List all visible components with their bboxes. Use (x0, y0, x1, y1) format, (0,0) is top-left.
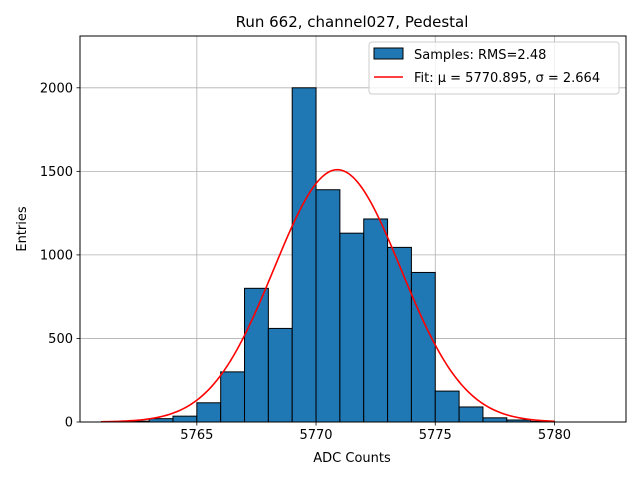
histogram-bar (387, 246, 412, 423)
histogram-bars (100, 87, 555, 423)
histogram-bar (458, 406, 484, 423)
histogram-bar (410, 271, 436, 423)
histogram-bar (315, 189, 341, 423)
histogram-bar (363, 218, 389, 423)
histogram-bar (482, 417, 508, 423)
x-tick-label: 5780 (538, 428, 571, 443)
x-axis-label: ADC Counts (313, 451, 391, 466)
histogram-bar (172, 415, 198, 423)
histogram-bar (267, 327, 293, 423)
histogram-bar (434, 390, 460, 423)
y-tick-label: 0 (65, 416, 73, 431)
x-tick-label: 5775 (419, 428, 452, 443)
legend-box (368, 41, 620, 95)
x-tick-label: 5770 (299, 428, 332, 443)
legend: Samples: RMS=2.48 Fit: μ = 5770.895, σ =… (368, 41, 620, 95)
histogram-bar (148, 418, 174, 423)
legend-fit-label: Fit: μ = 5770.895, σ = 2.664 (414, 71, 600, 86)
legend-samples-label: Samples: RMS=2.48 (414, 48, 546, 63)
y-axis-label: Entries (15, 206, 30, 252)
chart-title: Run 662, channel027, Pedestal (236, 13, 469, 31)
plot-frame (79, 35, 627, 423)
legend-samples-swatch (373, 47, 404, 60)
histogram-bar (291, 87, 317, 423)
gaussian-fit-curve (101, 168, 555, 423)
y-tick-label: 1000 (40, 248, 73, 263)
x-tick-label: 5765 (180, 428, 213, 443)
y-axis-ticks: 0 500 1000 1500 2000 (40, 81, 80, 431)
histogram-bar (220, 371, 246, 423)
y-tick-label: 500 (48, 332, 73, 347)
x-axis-ticks: 5765 5770 5775 5780 (180, 422, 571, 443)
histogram-bar (196, 402, 222, 423)
histogram-bar (339, 232, 365, 423)
y-tick-label: 1500 (40, 165, 73, 180)
y-tick-label: 2000 (40, 81, 73, 96)
